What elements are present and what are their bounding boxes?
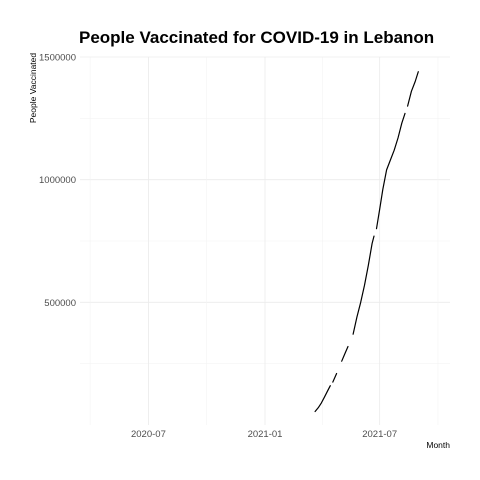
y-tick-label: 1000000: [39, 175, 76, 186]
series-line-segment: [375, 112, 406, 230]
y-tick-label: 1500000: [39, 53, 76, 64]
series-line-segment: [352, 235, 375, 335]
series-line-segment: [332, 372, 338, 383]
chart-title: People Vaccinated for COVID-19 in Lebano…: [79, 28, 434, 47]
series-line-segment: [314, 385, 331, 413]
series-line-segment: [341, 345, 349, 362]
tick-labels: 500000 1000000 1500000 2020-07 2021-01 2021-0…: [39, 53, 397, 441]
x-tick-label: 2021-07: [362, 429, 397, 440]
y-tick-label: 500000: [44, 298, 76, 309]
x-tick-label: 2020-07: [131, 429, 166, 440]
x-tick-label: 2021-01: [248, 429, 283, 440]
grid: [80, 56, 450, 425]
y-axis-label: People Vaccinated: [28, 53, 38, 124]
series-line-segment: [407, 71, 419, 107]
x-axis-label: Month: [426, 440, 450, 450]
plot-area: [314, 71, 419, 413]
